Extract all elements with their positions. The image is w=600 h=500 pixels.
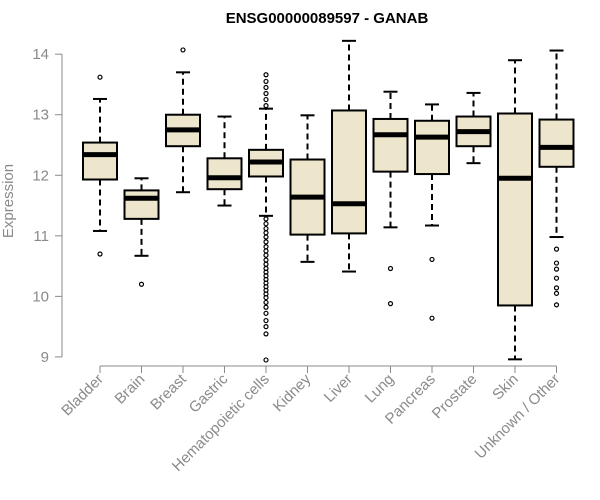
x-tick-label: Liver	[321, 371, 356, 406]
outlier-point	[263, 252, 269, 258]
outlier-point	[263, 248, 269, 254]
box-group	[248, 72, 284, 363]
outlier-point	[97, 74, 103, 80]
outlier-point	[263, 244, 269, 250]
outlier-point	[263, 357, 269, 363]
iqr-box	[414, 119, 450, 176]
outlier-point	[263, 310, 269, 316]
iqr-box	[206, 157, 243, 191]
outlier-point	[553, 260, 560, 266]
outlier-point	[263, 96, 269, 103]
outlier-point	[263, 294, 269, 301]
outlier-point	[263, 257, 269, 263]
iqr-box	[331, 109, 367, 235]
x-tick-label: Prostate	[429, 371, 481, 423]
outlier-point	[263, 216, 269, 222]
outlier-point	[263, 331, 269, 337]
box-group	[372, 90, 409, 307]
box-group	[165, 47, 201, 194]
box-group	[538, 49, 575, 308]
outlier-point	[138, 281, 145, 287]
x-tick-label: Bladder	[58, 371, 107, 420]
outlier-point	[263, 324, 269, 330]
box-group	[82, 74, 118, 257]
outlier-point	[263, 103, 269, 109]
outlier-point	[387, 265, 394, 272]
outlier-point	[263, 225, 269, 232]
y-tick-label: 12	[32, 167, 49, 184]
outlier-point	[263, 304, 269, 310]
box-group	[123, 177, 160, 287]
iqr-box	[538, 118, 575, 168]
outlier-point	[553, 285, 560, 291]
x-tick-label: Brain	[112, 371, 149, 408]
outlier-point	[97, 251, 103, 257]
outlier-point	[263, 261, 269, 267]
box-group	[289, 114, 326, 263]
outlier-point	[429, 256, 435, 263]
outlier-point	[263, 317, 269, 324]
iqr-box	[82, 141, 118, 181]
y-tick-label: 9	[41, 349, 49, 366]
iqr-box	[372, 117, 409, 173]
y-axis-label: Expression	[0, 164, 17, 238]
outlier-point	[180, 47, 186, 53]
y-tick-label: 11	[33, 228, 49, 245]
outlier-point	[553, 266, 560, 272]
x-tick-label: Breast	[147, 370, 190, 413]
outlier-point	[263, 90, 269, 97]
chart-title: ENSG00000089597 - GANAB	[226, 10, 429, 27]
outlier-point	[263, 84, 269, 91]
iqr-box	[123, 189, 160, 220]
box-group	[455, 91, 492, 165]
x-tick-label: Lung	[362, 371, 398, 407]
outlier-point	[553, 290, 560, 296]
box-group	[497, 59, 533, 361]
box-group	[206, 115, 243, 207]
outlier-point	[429, 315, 435, 321]
outlier-point	[263, 239, 269, 245]
iqr-box	[497, 112, 533, 307]
outlier-point	[553, 275, 560, 281]
outlier-point	[263, 234, 269, 240]
y-tick-label: 14	[32, 46, 49, 63]
outlier-point	[263, 221, 269, 227]
box-group	[331, 39, 367, 273]
outlier-point	[263, 72, 269, 78]
outlier-point	[263, 299, 269, 306]
outlier-point	[553, 302, 560, 308]
y-tick-label: 10	[32, 288, 49, 305]
outlier-point	[553, 246, 560, 252]
y-tick-label: 13	[32, 107, 49, 124]
x-tick-label: Kidney	[270, 370, 315, 415]
x-tick-label: Skin	[489, 371, 522, 404]
boxes	[82, 39, 575, 363]
outlier-point	[263, 230, 269, 236]
outlier-point	[263, 78, 269, 85]
box-group	[414, 103, 450, 321]
outlier-point	[387, 301, 394, 307]
